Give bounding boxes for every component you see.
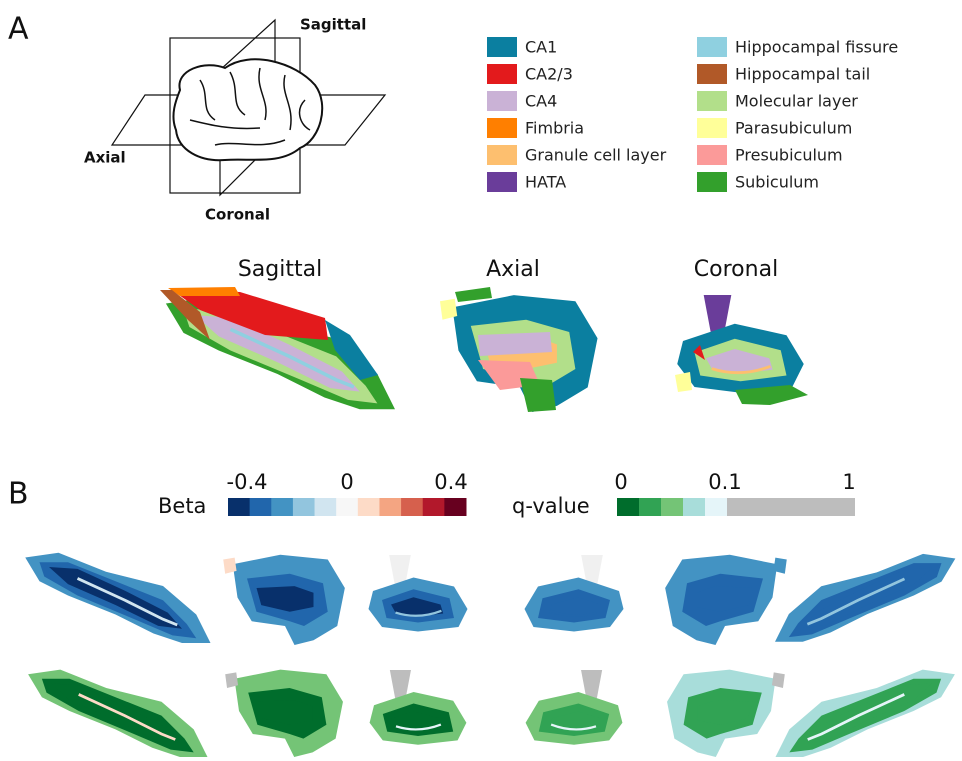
legend-label: HATA bbox=[525, 173, 566, 192]
view-title: Axial bbox=[486, 257, 540, 282]
colorbar-tick: 1 bbox=[842, 470, 855, 494]
colorbar-tick: -0.4 bbox=[227, 470, 268, 494]
region bbox=[455, 287, 492, 302]
colorbar-swatch bbox=[249, 498, 272, 516]
colorbar-swatch bbox=[639, 498, 662, 516]
plane-label: Coronal bbox=[205, 206, 270, 224]
region bbox=[693, 345, 705, 360]
region bbox=[478, 332, 552, 356]
legend-swatch bbox=[487, 145, 517, 165]
region bbox=[325, 320, 378, 380]
legend-label: Hippocampal fissure bbox=[735, 38, 898, 57]
region bbox=[735, 385, 808, 405]
legend-swatch bbox=[487, 91, 517, 111]
region bbox=[168, 287, 240, 296]
colorbar-swatch bbox=[727, 498, 855, 516]
colorbar-swatch bbox=[379, 498, 402, 516]
beta-maps bbox=[25, 552, 956, 645]
colorbar-swatch bbox=[401, 498, 424, 516]
legend-label: Presubiculum bbox=[735, 146, 843, 165]
view-title: Coronal bbox=[694, 257, 778, 282]
colorbar-swatch bbox=[292, 498, 316, 516]
legend-label: Hippocampal tail bbox=[735, 65, 870, 84]
region bbox=[520, 378, 556, 412]
colorbar-swatch bbox=[705, 498, 728, 516]
legend: CA1 CA2/3 CA4 Fimbria Granule cell layer HATA… bbox=[487, 37, 898, 192]
legend-swatch bbox=[487, 172, 517, 192]
colorbar-swatch bbox=[617, 498, 640, 516]
legend-swatch bbox=[697, 172, 727, 192]
legend-swatch bbox=[487, 37, 517, 57]
plane-label: Axial bbox=[84, 149, 126, 167]
region bbox=[172, 290, 328, 340]
colorbar bbox=[617, 498, 855, 516]
panel-label: B bbox=[8, 477, 29, 512]
colorbar-label: Beta bbox=[158, 494, 206, 518]
coronal-segmentation bbox=[677, 295, 804, 393]
colorbar-tick: 0 bbox=[614, 470, 627, 494]
legend-swatch bbox=[487, 118, 517, 138]
legend-label: Subiculum bbox=[735, 173, 819, 192]
legend-swatch bbox=[487, 64, 517, 84]
colorbar-swatch bbox=[444, 498, 467, 516]
brain-diagram bbox=[110, 18, 387, 197]
colorbar bbox=[228, 498, 467, 516]
colorbar-swatch bbox=[683, 498, 706, 516]
legend-swatch bbox=[697, 91, 727, 111]
colorbar-swatch bbox=[228, 498, 251, 516]
colorbar-tick: 0.4 bbox=[434, 470, 467, 494]
legend-label: Granule cell layer bbox=[525, 146, 667, 165]
colorbar-swatch bbox=[271, 498, 294, 516]
colorbar-swatch bbox=[314, 498, 337, 516]
panel-label: A bbox=[8, 12, 29, 47]
legend-label: Molecular layer bbox=[735, 92, 858, 111]
legend-label: CA4 bbox=[525, 92, 557, 111]
plane-label: Sagittal bbox=[300, 16, 366, 34]
legend-swatch bbox=[697, 37, 727, 57]
legend-swatch bbox=[697, 118, 727, 138]
legend-label: Parasubiculum bbox=[735, 119, 852, 138]
view-title: Sagittal bbox=[238, 257, 322, 282]
region bbox=[160, 290, 210, 340]
colorbar-tick: 0 bbox=[340, 470, 353, 494]
region bbox=[675, 372, 692, 392]
legend-label: CA1 bbox=[525, 38, 557, 57]
colorbar-swatch bbox=[422, 498, 445, 516]
colorbar-label: q-value bbox=[512, 494, 590, 518]
legend-label: Fimbria bbox=[525, 119, 584, 138]
legend-label: CA2/3 bbox=[525, 65, 573, 84]
colorbar-swatch bbox=[336, 498, 359, 516]
colorbar-tick: 0.1 bbox=[708, 470, 741, 494]
legend-swatch bbox=[697, 145, 727, 165]
colorbar-swatch bbox=[661, 498, 684, 516]
qvalue-maps bbox=[28, 669, 955, 757]
colorbar-swatch bbox=[357, 498, 380, 516]
legend-swatch bbox=[697, 64, 727, 84]
